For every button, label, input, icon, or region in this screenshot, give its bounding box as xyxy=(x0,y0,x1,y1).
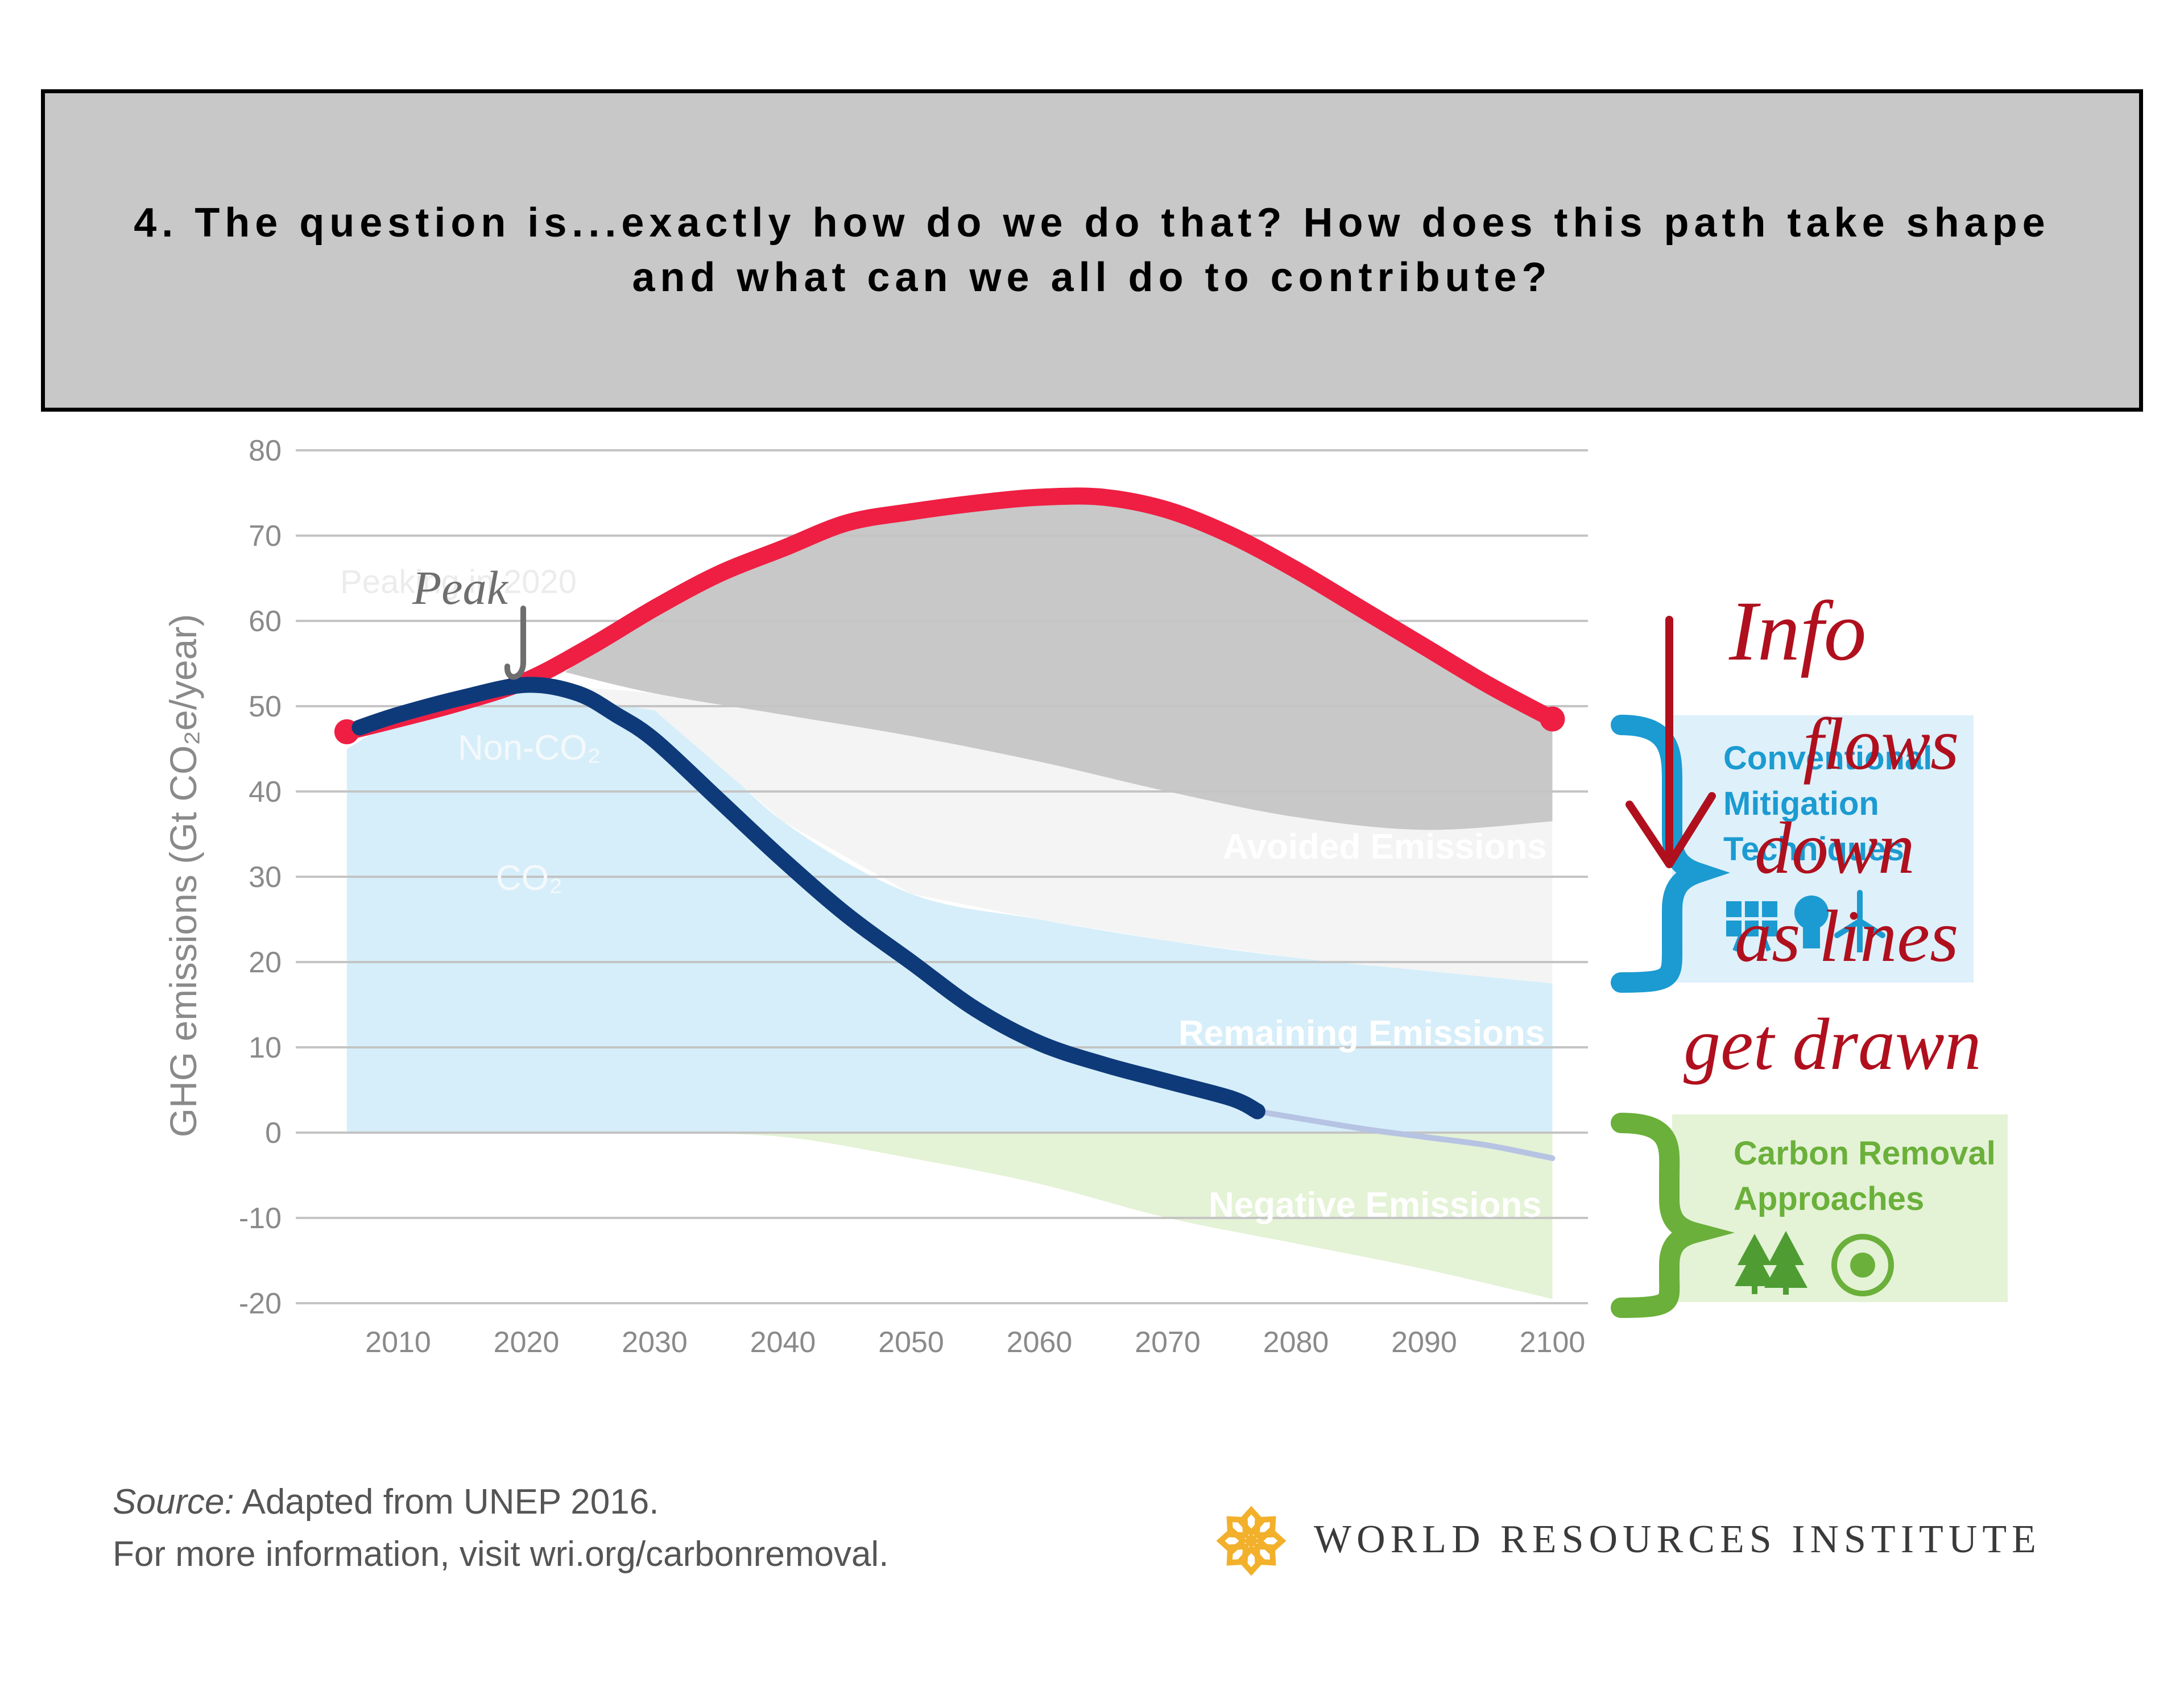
mitigation-legend-line-2: Mitigation xyxy=(1723,785,1879,822)
y-tick-20: 20 xyxy=(249,946,282,979)
y-tick-0: 0 xyxy=(265,1117,282,1150)
series-line-red-end-point xyxy=(1540,706,1565,732)
label-non-co2: Non-CO₂ xyxy=(458,728,601,768)
x-tick-2030: 2030 xyxy=(622,1326,688,1359)
note-line-1: Info xyxy=(1728,584,1867,678)
x-tick-2060: 2060 xyxy=(1007,1326,1073,1359)
peak-annotation-text: Peak xyxy=(412,562,509,615)
handwritten-annotations: Peak Info flows down as lines get drawn xyxy=(412,562,1982,1085)
x-tick-2010: 2010 xyxy=(365,1326,431,1359)
x-tick-2080: 2080 xyxy=(1263,1326,1329,1359)
y-tick-10: 10 xyxy=(249,1031,282,1064)
mitigation-legend-line-3: Techniques xyxy=(1723,831,1904,868)
y-tick-30: 30 xyxy=(249,861,282,894)
series-line-blue xyxy=(351,677,1265,1120)
x-tick-2070: 2070 xyxy=(1135,1326,1201,1359)
x-tick-labels: 2010 2020 2030 2040 2050 2060 2070 2080 2090 2100 xyxy=(365,1326,1585,1359)
peak-arrow-icon xyxy=(504,606,526,680)
y-tick-labels: 80 70 60 50 40 30 20 10 0 -10 -20 xyxy=(239,434,282,1320)
source-prefix: Source: xyxy=(113,1482,234,1522)
mitigation-legend-line-1: Conventional xyxy=(1723,740,1932,777)
x-tick-2100: 2100 xyxy=(1520,1326,1586,1359)
label-co2: CO₂ xyxy=(496,859,562,898)
note-line-2: flows xyxy=(1803,703,1959,785)
label-avoided-emissions: Avoided Emissions xyxy=(1223,827,1547,867)
carbon-removal-legend: Carbon Removal Approaches xyxy=(1611,1113,2008,1318)
carbon-removal-brace-icon xyxy=(1611,1113,1735,1318)
source-link-text: For more information, visit wri.org/carb… xyxy=(113,1535,889,1574)
note-line-4: as lines xyxy=(1735,896,1959,977)
series-line-red xyxy=(338,487,1561,740)
carbon-removal-legend-box xyxy=(1672,1114,2008,1302)
logo-petal-7 xyxy=(1226,1516,1249,1539)
trees-icon xyxy=(1735,1231,1807,1295)
logo-center xyxy=(1246,1535,1257,1547)
carbon-removal-legend-line-2: Approaches xyxy=(1734,1180,1924,1217)
note-line-5: get drawn xyxy=(1684,1004,1982,1085)
y-tick--10: -10 xyxy=(239,1202,282,1235)
soil-sample-icon xyxy=(1831,1234,1894,1296)
y-tick-80: 80 xyxy=(249,434,282,467)
question-text: 4. The question is...exactly how do we d… xyxy=(134,200,2050,300)
wind-turbine-icon xyxy=(1834,890,1885,952)
down-arrow-icon xyxy=(1625,616,1716,868)
source-text: Adapted from UNEP 2016. xyxy=(234,1482,659,1522)
x-tick-2040: 2040 xyxy=(750,1326,816,1359)
wri-logo-icon xyxy=(1216,1506,1287,1576)
note-line-3: down xyxy=(1755,807,1915,889)
y-tick-70: 70 xyxy=(249,520,282,553)
mitigation-legend-box xyxy=(1672,715,1974,983)
label-remaining-emissions: Remaining Emissions xyxy=(1178,1014,1545,1053)
question-box: 4. The question is...exactly how do we d… xyxy=(41,89,2143,412)
y-tick-50: 50 xyxy=(249,690,282,723)
source-note: Source: Adapted from UNEP 2016. For more… xyxy=(113,1476,888,1581)
y-tick--20: -20 xyxy=(239,1287,282,1320)
carbon-removal-legend-line-1: Carbon Removal xyxy=(1734,1135,1996,1172)
wri-name: WORLD RESOURCES INSTITUTE xyxy=(1314,1518,2041,1561)
label-peak: Peaking in 2020 xyxy=(340,563,577,600)
y-axis-label: GHG emissions (Gt CO₂e/year) xyxy=(162,614,204,1137)
label-negative-emissions: Negative Emissions xyxy=(1209,1186,1542,1225)
x-tick-2050: 2050 xyxy=(878,1326,944,1359)
lightbulb-icon xyxy=(1794,896,1829,948)
chart-lines xyxy=(334,487,1565,1161)
peak-annotation: Peak xyxy=(412,562,526,680)
area-negative-emissions xyxy=(655,1133,1553,1299)
area-avoided-emissions xyxy=(526,685,1553,984)
solar-panel-icon xyxy=(1726,901,1777,952)
area-remaining-emissions xyxy=(346,688,1553,1133)
series-line-lavender xyxy=(1254,1108,1556,1161)
y-tick-40: 40 xyxy=(249,776,282,809)
x-tick-2090: 2090 xyxy=(1391,1326,1457,1359)
x-tick-2020: 2020 xyxy=(494,1326,560,1359)
y-tick-60: 60 xyxy=(249,605,282,638)
